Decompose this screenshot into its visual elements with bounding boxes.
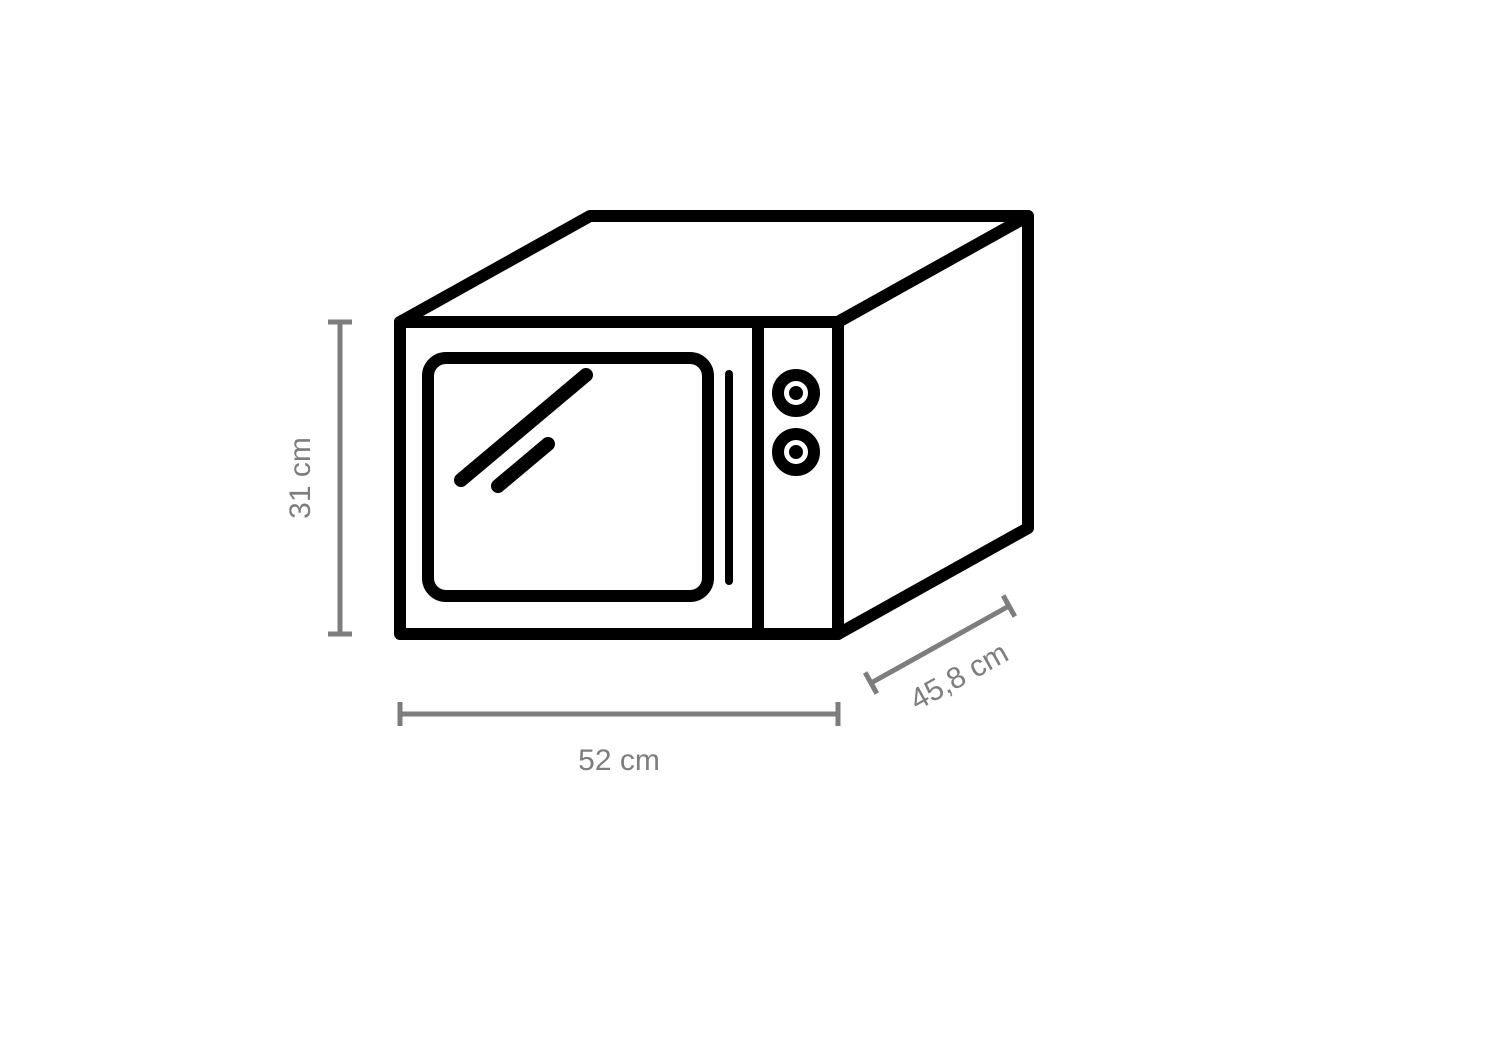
dimension-diagram: 31 cm 52 cm 45,8 cm bbox=[0, 0, 1500, 1061]
dim-label-depth: 45,8 cm bbox=[905, 636, 1014, 717]
dim-label-height: 31 cm bbox=[284, 437, 317, 519]
knob-top-dot bbox=[789, 386, 803, 400]
dim-label-width: 52 cm bbox=[578, 744, 660, 777]
knob-bottom-dot bbox=[789, 445, 803, 459]
microwave-side-face bbox=[838, 216, 1028, 634]
door-handle bbox=[725, 370, 733, 585]
